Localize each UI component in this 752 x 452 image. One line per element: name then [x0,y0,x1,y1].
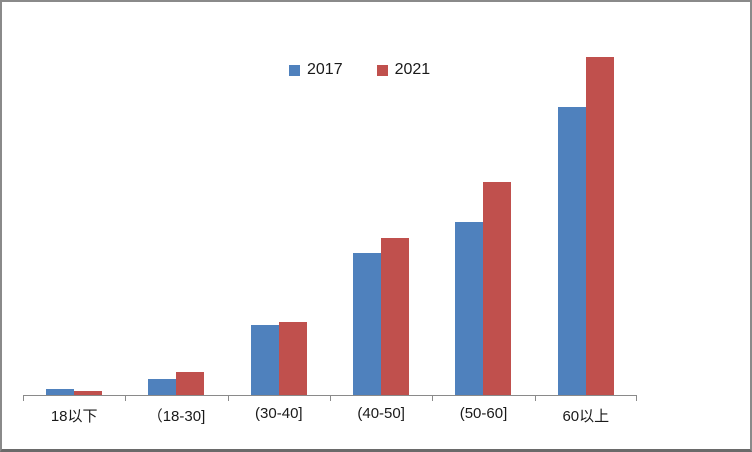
x-axis-label: （18-30] [147,408,206,425]
bar-groups [23,17,637,395]
bar-2021 [381,237,410,395]
bar-2017 [148,379,177,395]
bar-2021 [483,182,512,395]
bar-2017 [46,389,75,395]
x-axis-label: (50-60] [459,405,508,422]
x-axis-label: (40-50] [357,405,405,422]
bar-2017 [250,325,279,395]
axis-tick [227,396,229,401]
legend-item-2021: 2021 [376,61,431,78]
bar-group [432,17,534,395]
legend-swatch-2017-icon [289,64,300,76]
axis-tick [432,396,434,401]
x-axis-ticks [23,395,637,401]
axis-tick [636,396,637,401]
bar-2021 [585,57,614,395]
x-axis-labels: 18以下 （18-30] (30-40] (40-50] (50-60] 60以上 [23,405,637,426]
bar-group [228,17,330,395]
bar-2017 [557,106,586,395]
bar-group [535,17,637,395]
bar-2021 [74,391,103,395]
legend-label-2021: 2021 [394,61,431,78]
axis-tick [330,396,331,401]
bar-group [330,17,432,395]
plot-area [23,17,637,401]
legend-label-2017: 2017 [307,61,343,78]
bar-group [125,17,227,395]
legend: 2017 2021 [289,62,430,78]
bar-2017 [455,222,484,395]
bar-2021 [176,372,205,395]
axis-tick [534,396,536,401]
legend-swatch-2021-icon [376,64,388,76]
x-axis-label: (30-40] [255,405,303,422]
axis-tick [23,396,24,401]
axis-tick [125,396,127,401]
legend-item-2017: 2017 [289,62,343,78]
bar-2017 [353,253,382,395]
bar-group [23,17,125,395]
x-axis-label: 18以下 [50,408,98,425]
x-axis-label: 60以上 [562,408,610,425]
bar-2021 [278,322,307,395]
